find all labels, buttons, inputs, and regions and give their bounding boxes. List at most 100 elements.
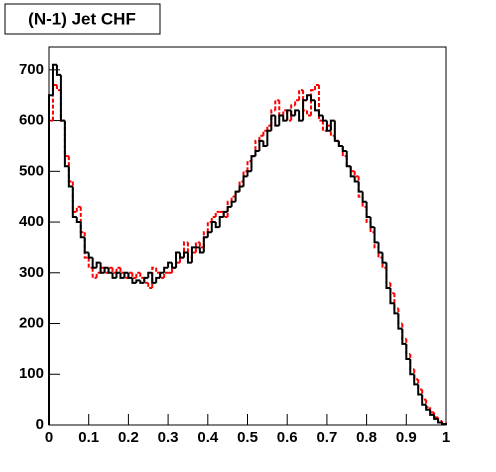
histogram-bin: [175, 251, 181, 268]
x-tick-label: 0.6: [277, 429, 298, 446]
histogram-bin: [421, 394, 427, 406]
y-tick-label: 0: [36, 416, 44, 433]
histogram-bin: [321, 115, 327, 122]
histogram-bin: [151, 272, 157, 284]
histogram-bin: [421, 389, 427, 401]
histogram-bin: [218, 215, 224, 228]
histogram-bin: [353, 176, 359, 183]
histogram-bin: [51, 84, 57, 121]
histogram-bin: [167, 261, 173, 268]
histogram-bin: [242, 175, 248, 187]
histogram-bin: [313, 100, 319, 112]
histogram-bin: [103, 266, 109, 273]
histogram-bin: [286, 109, 292, 121]
histogram-bin: [99, 262, 105, 274]
histogram-bin: [67, 166, 73, 188]
histogram-bin: [270, 114, 276, 131]
histogram-bin: [214, 210, 220, 217]
histogram-bin: [59, 74, 65, 122]
x-tick-label: 0.2: [118, 429, 139, 446]
histogram-bin: [409, 359, 415, 376]
histogram-bin: [230, 200, 236, 207]
histogram-bin: [135, 279, 141, 283]
y-tick-label: 700: [19, 61, 44, 78]
histogram-bin: [258, 139, 264, 152]
histogram-bin: [310, 89, 315, 116]
histogram-bin: [413, 374, 419, 386]
x-tick-label: 0.8: [356, 429, 377, 446]
histogram-bin: [123, 271, 129, 278]
histogram-bin: [333, 120, 339, 142]
histogram-bin: [75, 205, 81, 212]
histogram-bin: [317, 110, 323, 117]
histogram-bin: [75, 216, 81, 224]
histogram-bin: [405, 343, 411, 361]
histogram-bin: [226, 205, 232, 212]
histogram-bin: [377, 242, 383, 254]
histogram-bin: [258, 134, 264, 141]
histogram-bin: [131, 272, 137, 279]
histogram-bin: [135, 271, 141, 278]
histogram-bin: [413, 369, 419, 381]
histogram-bin: [95, 271, 101, 278]
y-tick-label: 500: [19, 162, 44, 179]
histogram-bin: [198, 242, 204, 249]
histogram-bin: [131, 277, 137, 284]
histogram-bin: [202, 231, 208, 248]
histogram-bin: [417, 379, 423, 391]
histogram-bin: [230, 195, 236, 202]
histogram-bin: [182, 241, 188, 258]
histogram-bin: [381, 252, 387, 264]
histogram-bin: [139, 272, 145, 279]
histogram-bin: [210, 221, 216, 233]
histogram-bin: [437, 418, 443, 424]
histogram-bin: [163, 271, 169, 278]
histogram-bin: [313, 84, 319, 91]
histogram-bin: [190, 246, 196, 263]
histogram-bin: [401, 328, 407, 345]
x-tick-label: 0.7: [316, 429, 337, 446]
histogram-bin: [429, 409, 435, 416]
histogram-bin: [361, 191, 367, 203]
histogram-bin: [274, 99, 280, 111]
histogram-bin: [226, 200, 232, 217]
histogram-bin: [266, 124, 272, 131]
histogram-bin: [63, 120, 69, 158]
histogram-bin: [147, 271, 153, 278]
histogram-bin: [306, 94, 312, 101]
histogram-bin: [290, 104, 296, 121]
histogram-bin: [294, 109, 300, 116]
histogram-bin: [310, 95, 315, 102]
histogram-bin: [115, 266, 121, 273]
histogram-bin: [222, 210, 228, 217]
histogram-bin: [329, 119, 335, 131]
histogram-bin: [317, 85, 323, 122]
histogram-bin: [278, 114, 284, 126]
y-tick-label: 200: [19, 314, 44, 331]
histogram-bin: [385, 262, 391, 290]
x-tick-label: 0.4: [197, 429, 219, 446]
histogram-bin: [238, 185, 244, 192]
histogram-bin: [282, 109, 288, 116]
histogram-bin: [202, 236, 208, 253]
histogram-bin: [127, 272, 133, 279]
y-tick-label: 300: [19, 264, 44, 281]
histogram-bin: [373, 232, 379, 249]
histogram-bin: [254, 139, 260, 157]
histogram-bin: [369, 216, 375, 229]
histogram-bin: [345, 151, 351, 168]
histogram-bin: [425, 404, 431, 411]
y-tick-label: 100: [19, 365, 44, 382]
histogram-bin: [143, 276, 149, 283]
histogram-bin: [55, 64, 61, 76]
histogram-bin: [389, 288, 395, 305]
histogram-bin: [353, 171, 359, 178]
histogram-bin: [87, 257, 93, 269]
histogram-bin: [433, 414, 439, 420]
histogram-bin: [155, 267, 161, 274]
histogram-bin: [171, 262, 177, 269]
histogram-bin: [365, 201, 371, 218]
histogram-bin: [159, 271, 165, 278]
x-tick-label: 0.5: [237, 429, 258, 446]
